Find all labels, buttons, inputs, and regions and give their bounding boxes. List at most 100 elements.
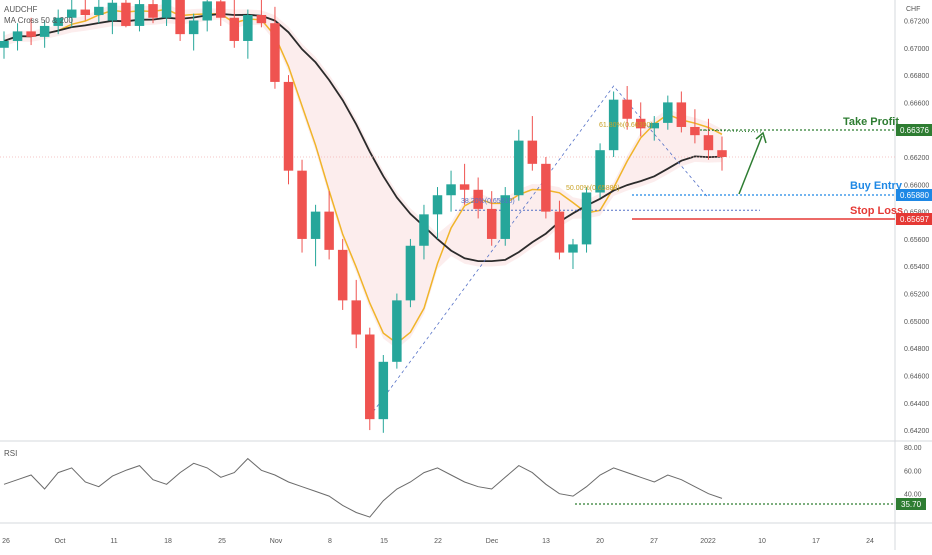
candle (175, 0, 185, 41)
candle (500, 187, 510, 246)
projection-arrow-left (699, 129, 763, 133)
candle (121, 0, 131, 28)
candle (446, 170, 456, 212)
take-profit-price-tag (896, 124, 932, 136)
price-tick-label: 0.65200 (904, 292, 929, 299)
time-tick-label: 11 (110, 538, 117, 545)
candle (459, 163, 470, 205)
buy-entry-price: 0.65880 (900, 191, 929, 200)
candle (324, 191, 334, 260)
candle (337, 238, 348, 310)
rsi-title: RSI (4, 449, 17, 458)
buy-entry-price-tag (896, 189, 932, 201)
fib-618-label: 61.80%(0.66390) (599, 122, 653, 129)
cloud-band (4, 3, 722, 349)
time-tick-label: 10 (758, 538, 766, 545)
time-tick-label: 18 (164, 538, 172, 545)
candle (432, 187, 443, 239)
candle (635, 102, 646, 137)
candle (419, 204, 429, 260)
stop-loss-price: 0.65697 (900, 215, 929, 224)
ticker-label: AUDCHF (4, 5, 37, 14)
price-tick-label: 0.65000 (904, 319, 929, 326)
time-tick-label: 15 (380, 538, 388, 545)
time-tick-label: 20 (596, 538, 604, 545)
time-axis: 26 Oct 11 18 25 Nov 8 15 22 Dec 13 20 27 2022 10 17 24 (2, 538, 874, 545)
time-tick-label: 24 (866, 538, 874, 545)
candle (283, 75, 294, 185)
stop-loss-price-tag (896, 213, 932, 225)
time-tick-label: 17 (812, 538, 820, 545)
time-tick-label: 25 (218, 538, 226, 545)
candle (80, 0, 91, 21)
time-tick-label: 13 (542, 538, 550, 545)
candle (649, 116, 660, 141)
candle (161, 0, 172, 26)
candle (310, 204, 321, 267)
candle (703, 118, 714, 160)
candle (351, 279, 361, 349)
candle (107, 0, 118, 35)
candle (12, 23, 23, 51)
candle (554, 200, 565, 260)
candle (243, 9, 253, 59)
price-tick-label: 0.64800 (904, 346, 929, 353)
time-tick-label: Nov (270, 538, 283, 545)
rsi-tick-label: 40.00 (904, 492, 922, 499)
candle (514, 129, 524, 201)
projection-arrow-head (755, 131, 767, 144)
candle (568, 238, 578, 269)
stop-loss-label: Stop Loss (850, 205, 903, 217)
price-tick-label: 0.66600 (904, 100, 929, 107)
rsi-value-tag (896, 498, 926, 510)
candle (94, 0, 104, 24)
projection-arrow (738, 135, 763, 195)
candle (216, 0, 226, 26)
price-tick-label: 0.67200 (904, 18, 929, 25)
candle (365, 327, 375, 431)
price-tick-label: 0.64400 (904, 401, 929, 408)
candle (392, 293, 402, 369)
time-tick-label: Dec (486, 538, 499, 545)
rsi-axis: 80.00 60.00 40.00 (904, 445, 922, 499)
buy-entry-label: Buy Entry (850, 180, 903, 192)
pattern-line (369, 85, 709, 417)
price-tick-label: 0.64200 (904, 428, 929, 435)
price-tick-label: 0.65400 (904, 264, 929, 271)
currency-label: CHF (906, 6, 920, 13)
time-tick-label: 27 (650, 538, 658, 545)
take-profit-label: Take Profit (843, 116, 899, 128)
fib-382-label: 38.20%(0.65810) (461, 198, 515, 205)
price-tick-label: 0.65600 (904, 237, 929, 244)
candle (676, 91, 687, 133)
candle (486, 191, 497, 246)
time-tick-label: 2022 (700, 538, 716, 545)
candle (622, 86, 632, 130)
rsi-tick-label: 60.00 (904, 468, 922, 475)
candle (148, 0, 158, 24)
time-tick-label: 26 (2, 538, 10, 545)
candle (270, 6, 280, 89)
candle (202, 0, 212, 32)
price-tick-label: 0.67000 (904, 46, 929, 53)
candle (717, 136, 727, 171)
candle (297, 159, 307, 253)
rsi-tick-label: 80.00 (904, 445, 922, 452)
price-tick-label: 0.66800 (904, 73, 929, 80)
candle (256, 0, 267, 28)
candle (663, 95, 673, 130)
candle (581, 187, 592, 253)
candle (66, 0, 77, 28)
indicator-label: MA Cross 50 & 200 (4, 16, 73, 25)
candle (378, 354, 389, 433)
fib-50-label: 50.00%(0.65888) (566, 185, 620, 192)
candle (53, 9, 63, 35)
candle (473, 177, 483, 219)
price-tick-label: 0.66000 (904, 182, 929, 189)
time-tick-label: Oct (55, 538, 66, 545)
time-tick-label: 8 (328, 538, 332, 545)
candle (26, 17, 36, 46)
candle (595, 143, 605, 198)
candle (0, 31, 9, 59)
take-profit-price: 0.66376 (900, 126, 929, 135)
